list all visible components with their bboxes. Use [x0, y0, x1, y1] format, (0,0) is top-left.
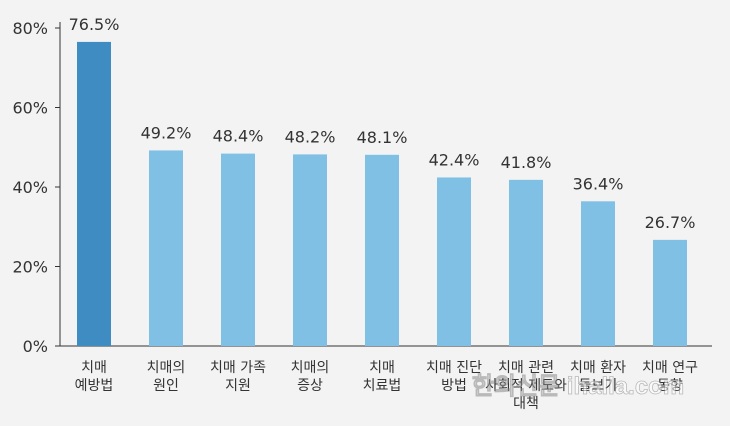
bar — [653, 239, 687, 346]
x-tick-label-line: 치매의 — [291, 360, 330, 376]
bar — [149, 150, 183, 346]
value-label: 42.4% — [429, 150, 480, 169]
x-tick-label-line: 돌보기 — [579, 378, 618, 394]
value-label: 76.5% — [69, 15, 120, 34]
bar — [437, 177, 471, 346]
x-tick-label-line: 동향 — [657, 378, 683, 394]
bar — [293, 154, 327, 346]
value-labels: 76.5% 49.2% 48.4% 48.2% 48.1% 42.4% 41.8% 36.4%… — [69, 15, 696, 232]
x-tick-label-line: 증상 — [297, 378, 323, 394]
bar — [365, 154, 399, 346]
x-tick-label-line: 치매 진단 — [426, 360, 482, 376]
y-tick-label: 0% — [23, 337, 48, 356]
x-tick-label-line: 예방법 — [75, 378, 114, 394]
x-tick-label-line: 치매 연구 — [642, 360, 698, 376]
x-tick-label-line: 치매 가족 — [210, 360, 266, 376]
x-tick-label-line: 치매 환자 — [570, 360, 626, 376]
value-label: 48.1% — [357, 128, 408, 147]
y-tick-label: 80% — [12, 19, 48, 38]
value-label: 48.4% — [213, 127, 264, 146]
x-tick-label-line: 방법 — [441, 378, 467, 394]
y-tick-label: 20% — [12, 258, 48, 277]
watermark: 한의신문 ihalla.com — [471, 373, 684, 401]
x-tick-label-line: 치매 관련 — [498, 360, 554, 376]
x-tick-label-line: 사회적 제도와 — [485, 378, 567, 394]
x-tick-label-line: 원인 — [153, 378, 179, 394]
value-label: 49.2% — [141, 123, 192, 142]
x-tick-label-line: 치료법 — [363, 378, 402, 394]
x-tick-label-line: 지원 — [225, 378, 251, 394]
watermark-text: 한의신문 ihalla.com — [472, 373, 684, 400]
value-label: 26.7% — [645, 213, 696, 232]
x-tick-label-line: 대책 — [513, 396, 539, 412]
x-tick-label-line: 치매 — [81, 360, 107, 376]
bars — [77, 41, 687, 346]
bar — [77, 41, 111, 346]
value-label: 41.8% — [501, 153, 552, 172]
y-tick-label: 40% — [12, 178, 48, 197]
value-label: 36.4% — [573, 174, 624, 193]
bar — [509, 179, 543, 346]
y-tick-label: 60% — [12, 99, 48, 118]
value-label: 48.2% — [285, 127, 336, 146]
bar — [221, 153, 255, 346]
x-tick-label-line: 치매 — [369, 360, 395, 376]
x-tick-label-line: 치매의 — [147, 360, 186, 376]
bar — [581, 201, 615, 346]
